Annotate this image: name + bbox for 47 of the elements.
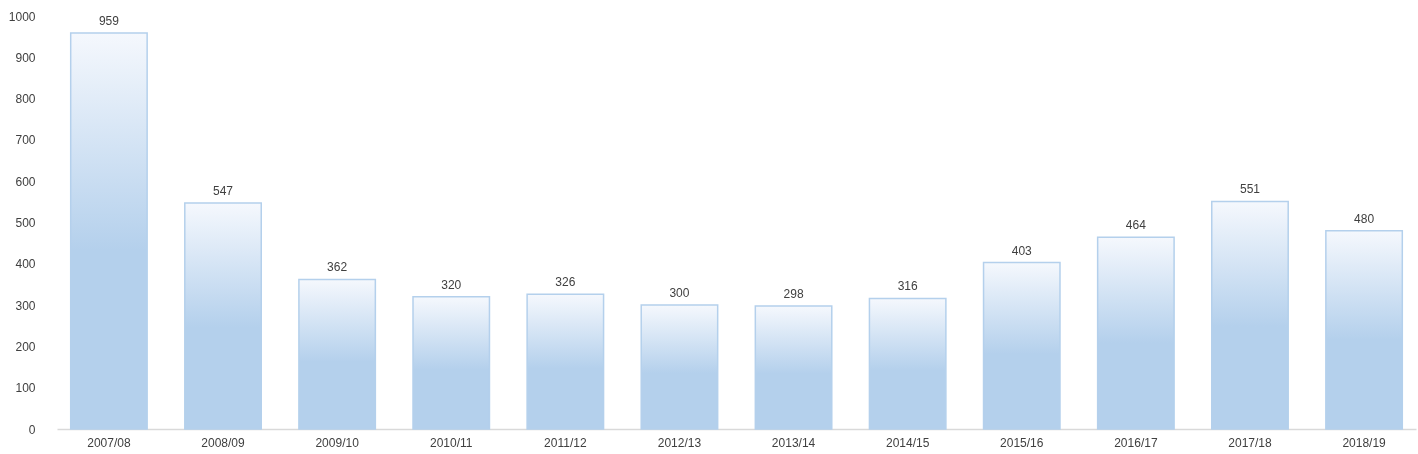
- data-label: 300: [669, 286, 690, 301]
- bar: [1325, 230, 1404, 430]
- data-label: 320: [441, 277, 462, 292]
- data-label: 326: [555, 275, 576, 290]
- y-tick-label: 300: [15, 298, 36, 313]
- y-tick-label: 600: [15, 174, 36, 189]
- bar: [69, 32, 148, 430]
- bar: [1096, 236, 1175, 430]
- y-tick-label: 800: [15, 92, 36, 107]
- data-label: 480: [1354, 211, 1375, 226]
- x-tick-label: 2013/14: [771, 435, 816, 450]
- x-tick-label: 2016/17: [1114, 435, 1158, 450]
- x-tick-label: 2008/09: [201, 435, 246, 450]
- x-tick-label: 2012/13: [657, 435, 702, 450]
- y-tick-label: 700: [15, 133, 36, 148]
- bar: [184, 202, 262, 430]
- data-label: 464: [1125, 218, 1147, 233]
- x-tick-label: 2018/19: [1342, 435, 1387, 450]
- bar: [754, 305, 833, 430]
- y-tick-label: 400: [15, 257, 36, 272]
- data-label: 316: [897, 279, 918, 294]
- bar: [982, 261, 1061, 430]
- x-tick-label: 2014/15: [885, 435, 930, 450]
- bar: [640, 304, 719, 430]
- y-tick-label: 900: [15, 50, 36, 65]
- bar: [1211, 200, 1289, 430]
- y-tick-label: 1000: [8, 9, 36, 24]
- y-tick-label: 100: [15, 381, 36, 396]
- y-tick-label: 500: [15, 216, 36, 230]
- bar: [526, 293, 605, 430]
- bar: [412, 296, 491, 430]
- x-tick-label: 2009/10: [315, 435, 360, 450]
- x-tick-label: 2011/12: [544, 435, 587, 450]
- x-tick-label: 2010/11: [429, 435, 473, 450]
- data-label: 298: [783, 286, 804, 301]
- x-tick-label: 2007/08: [87, 435, 131, 450]
- data-label: 547: [213, 184, 234, 199]
- data-label: 362: [327, 260, 348, 275]
- y-tick-label: 200: [15, 339, 36, 354]
- data-label: 959: [98, 13, 120, 28]
- data-label: 403: [1011, 243, 1033, 258]
- bar: [868, 297, 947, 430]
- y-tick-label: 0: [28, 422, 36, 437]
- bar: [298, 278, 377, 430]
- x-tick-label: 2015/16: [1000, 435, 1044, 450]
- data-label: 551: [1239, 182, 1261, 197]
- x-tick-label: 2017/18: [1228, 435, 1272, 450]
